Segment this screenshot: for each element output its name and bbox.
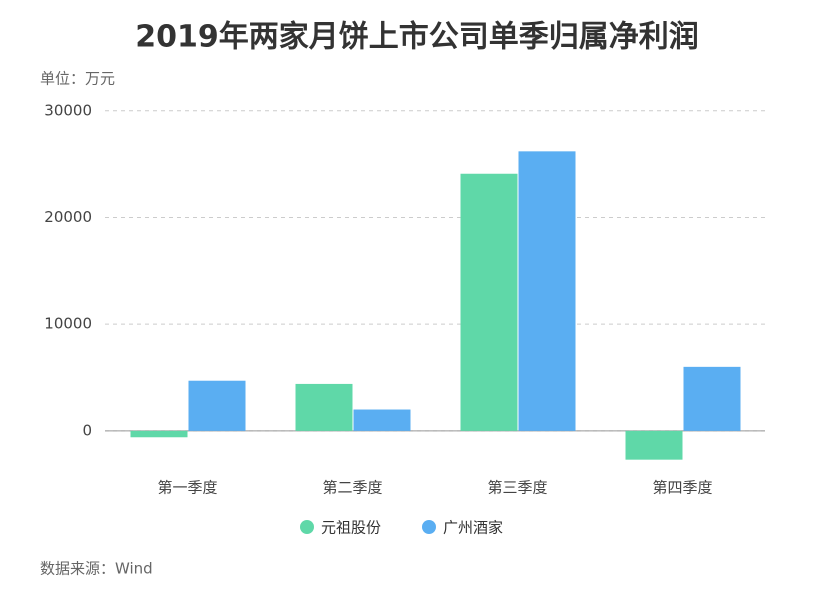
y-tick-label: 20000 xyxy=(44,208,92,226)
bar xyxy=(188,380,246,431)
bar xyxy=(625,430,683,460)
x-tick-label: 第二季度 xyxy=(322,479,382,497)
bar xyxy=(295,383,353,431)
bar xyxy=(518,151,576,431)
bar xyxy=(353,409,411,431)
source: 数据来源：Wind xyxy=(40,560,153,578)
legend-label: 广州酒家 xyxy=(443,519,503,537)
x-tick-label: 第四季度 xyxy=(652,479,712,497)
legend-swatch xyxy=(422,520,436,534)
chart-title: 2019年两家月饼上市公司单季归属净利润 xyxy=(135,20,699,55)
bar xyxy=(683,366,741,431)
legend-label: 元祖股份 xyxy=(321,519,381,537)
bar xyxy=(460,173,518,431)
x-tick-label: 第三季度 xyxy=(487,479,547,497)
unit-label: 单位：万元 xyxy=(40,70,115,88)
y-tick-label: 30000 xyxy=(44,101,92,119)
y-tick-label: 0 xyxy=(82,421,92,439)
bar xyxy=(130,430,188,438)
x-tick-label: 第一季度 xyxy=(157,479,217,497)
legend-swatch xyxy=(300,520,314,534)
y-tick-label: 10000 xyxy=(44,315,92,333)
